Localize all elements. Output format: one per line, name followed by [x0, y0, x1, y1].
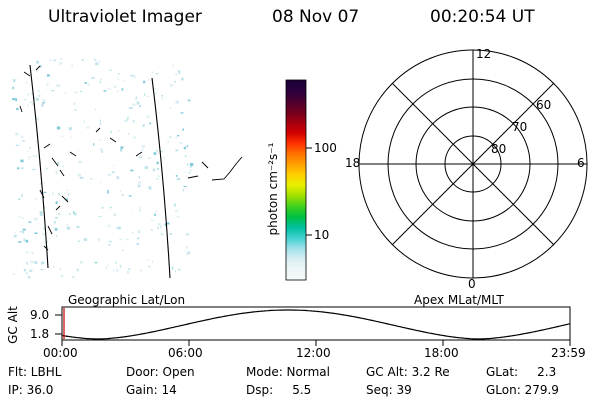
- geo-boundary-left: [29, 64, 49, 269]
- coastline-fragment: [135, 151, 143, 157]
- uv-speckles: [12, 58, 194, 279]
- info-glon: GLon: 279.9: [486, 383, 559, 397]
- colorbar-label-100: 100: [314, 141, 337, 155]
- polar-label-12: 12: [476, 47, 492, 61]
- alt-label-9: 9.0: [30, 308, 50, 322]
- info-glat: GLat: 2.3: [486, 365, 557, 379]
- coastline-fragment: [109, 137, 117, 143]
- polar-label-0: 0: [468, 277, 476, 291]
- info-ip: IP: 36.0: [8, 383, 54, 397]
- colorbar: [285, 79, 307, 281]
- coastline-right: [187, 156, 243, 181]
- altitude-x-ticks: [61, 340, 571, 346]
- coastline-fragment: [35, 65, 41, 71]
- coastline-fragment: [51, 157, 59, 167]
- coastline-fragments: [19, 65, 143, 251]
- coastline-fragment: [47, 225, 53, 235]
- polar-label-18: 18: [345, 156, 361, 170]
- info-seq: Seq: 39: [366, 383, 412, 397]
- coastline-fragment: [61, 195, 69, 203]
- colorbar-unit-label: photon cm⁻²s⁻¹: [266, 142, 280, 236]
- info-mode: Mode: Normal: [246, 365, 330, 379]
- polar-label-80: 80: [491, 142, 507, 156]
- geo-boundary-right: [151, 77, 171, 279]
- coastline-fragment: [59, 169, 65, 177]
- polar-diagonal-2: [391, 82, 555, 246]
- x-tick-label-1800: 18:00: [424, 346, 459, 360]
- polar-plot: [358, 49, 588, 279]
- info-gc-alt: GC Alt: 3.2 Re: [366, 365, 450, 379]
- polar-label-70: 70: [512, 120, 528, 134]
- alt-label-1.8: 1.8: [30, 327, 50, 341]
- instrument-title: Ultraviolet Imager: [48, 7, 202, 27]
- coastline-fragment: [43, 143, 51, 149]
- geographic-image: [12, 58, 243, 279]
- altitude-ylabel: GC Alt: [6, 306, 20, 344]
- coastline-fragment: [69, 151, 77, 157]
- info-door: Door: Open: [126, 365, 195, 379]
- x-tick-label-0600: 06:00: [168, 346, 203, 360]
- info-dsp: Dsp: 5.5: [246, 383, 312, 397]
- apex-label: Apex MLat/MLT: [414, 293, 504, 307]
- coastline-fragment: [19, 105, 23, 113]
- coastline-fragment: [39, 189, 45, 199]
- polar-label-6: 6: [577, 156, 585, 170]
- info-gain: Gain: 14: [126, 383, 177, 397]
- coastline-fragment: [23, 71, 31, 77]
- altitude-curve: [61, 309, 571, 340]
- date-label: 08 Nov 07: [272, 7, 360, 27]
- polar-label-60: 60: [536, 98, 552, 112]
- x-tick-label-2359: 23:59: [551, 346, 586, 360]
- info-flt: Flt: LBHL: [8, 365, 62, 379]
- coastline-fragment: [55, 205, 61, 211]
- coastline-fragment: [95, 127, 101, 133]
- coastline-fragment: [43, 245, 49, 251]
- colorbar-label-10: 10: [314, 228, 330, 242]
- x-tick-label-0000: 00:00: [43, 346, 78, 360]
- x-tick-label-1200: 12:00: [296, 346, 331, 360]
- time-label: 00:20:54 UT: [430, 7, 535, 27]
- geographic-label: Geographic Lat/Lon: [68, 293, 186, 307]
